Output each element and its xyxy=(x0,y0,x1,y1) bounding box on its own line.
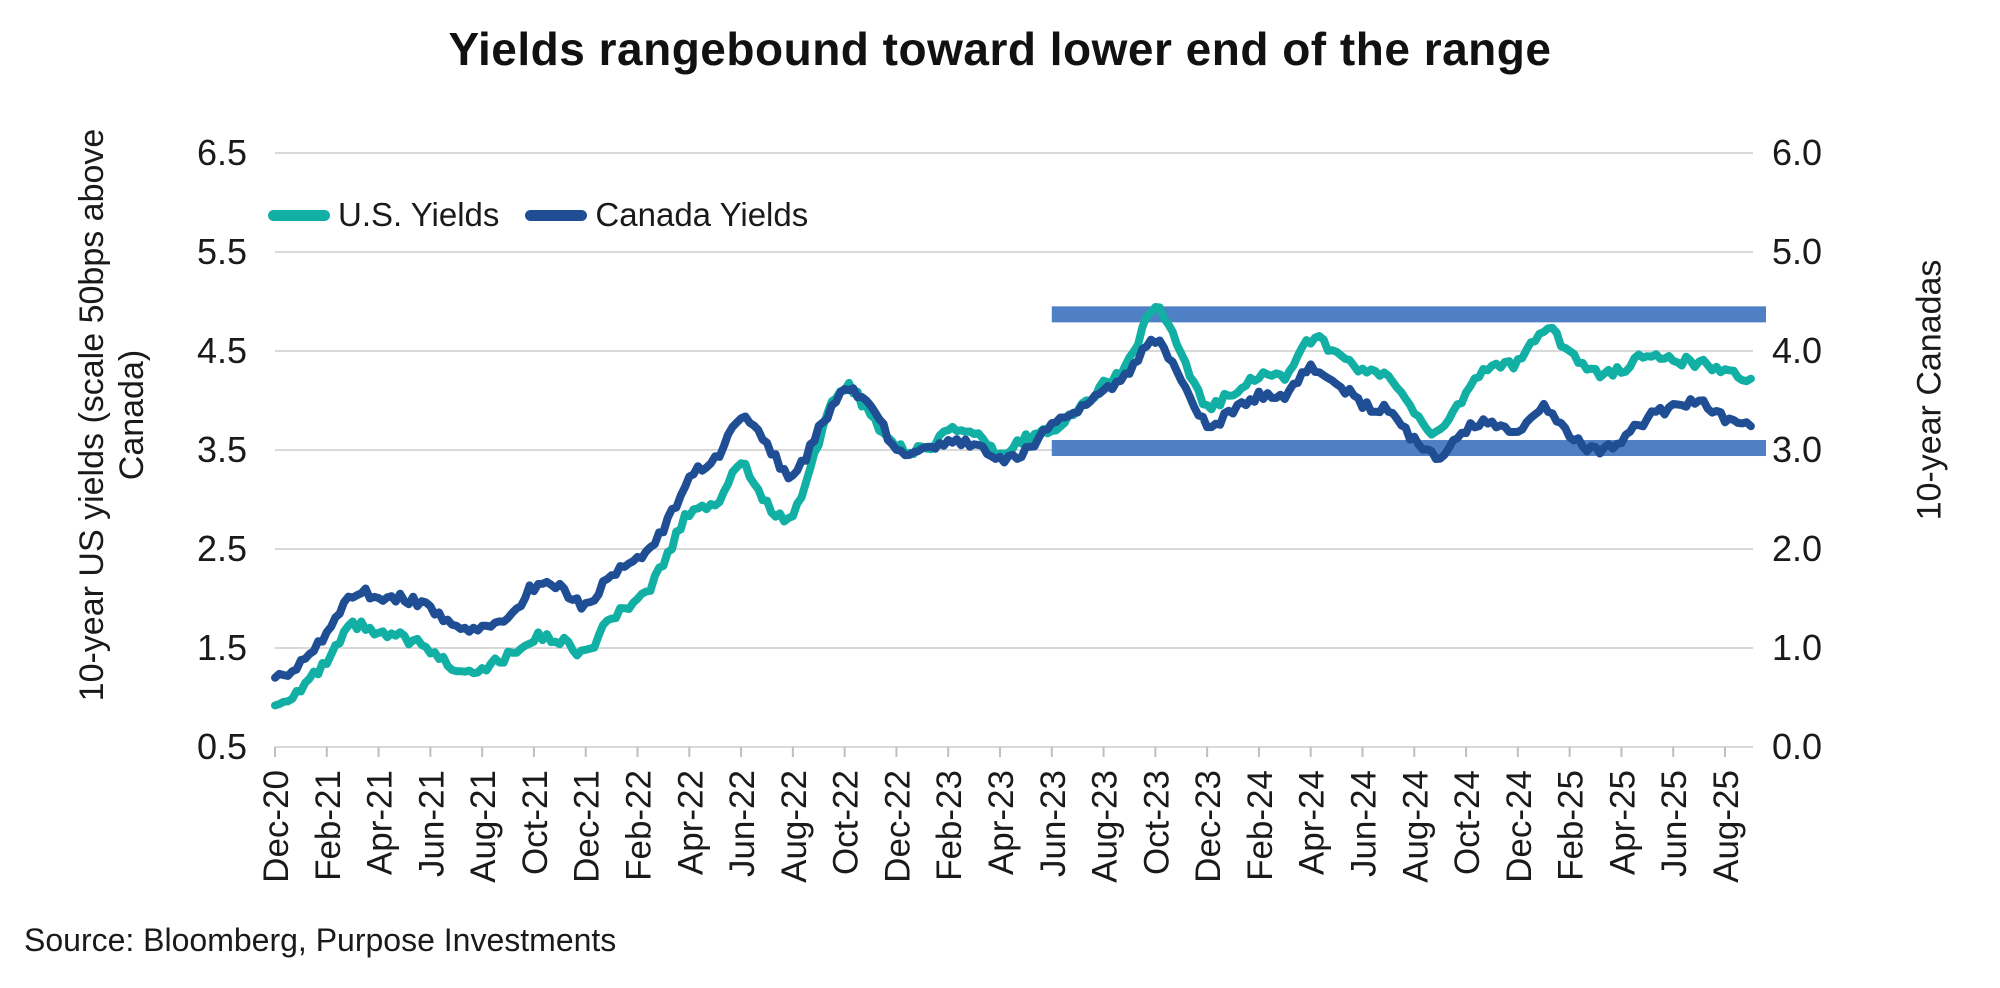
x-axis-tick-label: Apr-21 xyxy=(361,770,400,875)
x-axis-tick-label: Jun-23 xyxy=(1034,770,1073,877)
x-axis-tick-label: Feb-22 xyxy=(620,770,659,881)
x-axis-tick-label: Oct-23 xyxy=(1137,770,1176,875)
x-axis-tick-label: Aug-21 xyxy=(464,770,503,883)
legend-item-us: U.S. Yields xyxy=(268,196,499,234)
x-axis-tick-label: Apr-22 xyxy=(671,770,710,875)
right-axis-tick-label: 6.0 xyxy=(1772,132,1822,173)
x-axis-tick-label: Dec-21 xyxy=(568,770,607,883)
canada-line-swatch xyxy=(525,209,588,221)
x-axis-tick-label: Oct-22 xyxy=(827,770,866,875)
x-axis-tick-label: Jun-21 xyxy=(412,770,451,877)
legend-label-canada: Canada Yields xyxy=(595,196,809,233)
x-axis-tick-label: Apr-25 xyxy=(1603,770,1642,875)
us-yields-line xyxy=(271,303,1755,710)
x-axis-tick-label: Oct-24 xyxy=(1448,770,1487,875)
us-line-swatch xyxy=(268,209,330,221)
x-axis-tick-label: Aug-22 xyxy=(775,770,814,883)
right-axis-tick-label: 0.0 xyxy=(1772,726,1822,767)
x-axis-tick-label: Aug-25 xyxy=(1707,770,1746,883)
x-axis-tick-label: Dec-23 xyxy=(1189,770,1228,883)
right-axis-tick-label: 2.0 xyxy=(1772,528,1822,569)
x-axis-tick-label: Aug-23 xyxy=(1086,770,1125,883)
left-axis-tick-label: 4.5 xyxy=(197,330,247,371)
range-high-band xyxy=(1051,306,1766,323)
x-axis-tick-label: Jun-22 xyxy=(723,770,762,877)
right-axis-tick-label: 1.0 xyxy=(1772,627,1822,668)
left-axis-tick-label: 5.5 xyxy=(197,231,247,272)
legend-item-canada: Canada Yields xyxy=(525,196,808,234)
x-axis-tick-label: Feb-25 xyxy=(1552,770,1591,881)
x-axis-tick-label: Dec-22 xyxy=(878,770,917,883)
right-axis-tick-label: 5.0 xyxy=(1772,231,1822,272)
left-axis-title: 10-year US yields (scale 50bps above Can… xyxy=(72,128,151,702)
left-axis-tick-label: 6.5 xyxy=(197,132,247,173)
x-axis-tick-label: Feb-24 xyxy=(1241,770,1280,881)
left-axis-tick-label: 2.5 xyxy=(197,528,247,569)
x-axis-tick-label: Oct-21 xyxy=(516,770,555,875)
legend-label-us: U.S. Yields xyxy=(338,196,500,233)
chart-legend: U.S. Yields Canada Yields xyxy=(268,196,808,234)
canada-yields-line xyxy=(271,335,1755,682)
left-axis-tick-label: 1.5 xyxy=(197,627,247,668)
left-axis-tick-label: 0.5 xyxy=(197,726,247,767)
chart-title: Yields rangebound toward lower end of th… xyxy=(448,23,1552,75)
x-axis-tick-label: Aug-24 xyxy=(1396,770,1435,883)
left-axis-tick-label: 3.5 xyxy=(197,429,247,470)
source-note: Source: Bloomberg, Purpose Investments xyxy=(24,922,617,958)
x-axis-tick-label: Feb-21 xyxy=(309,770,348,881)
x-axis-tick-label: Feb-23 xyxy=(930,770,969,881)
right-axis-title: 10-year Canadas xyxy=(1910,259,1949,521)
x-axis-tick-label: Jun-25 xyxy=(1655,770,1694,877)
right-axis-tick-label: 4.0 xyxy=(1772,330,1822,371)
x-axis-tick-label: Apr-24 xyxy=(1293,770,1332,875)
x-axis-tick-label: Apr-23 xyxy=(982,770,1021,875)
x-axis-tick-label: Jun-24 xyxy=(1345,770,1384,877)
x-axis-tick-label: Dec-24 xyxy=(1500,770,1539,883)
right-axis-tick-label: 3.0 xyxy=(1772,429,1822,470)
x-axis-tick-label: Dec-20 xyxy=(257,770,296,883)
